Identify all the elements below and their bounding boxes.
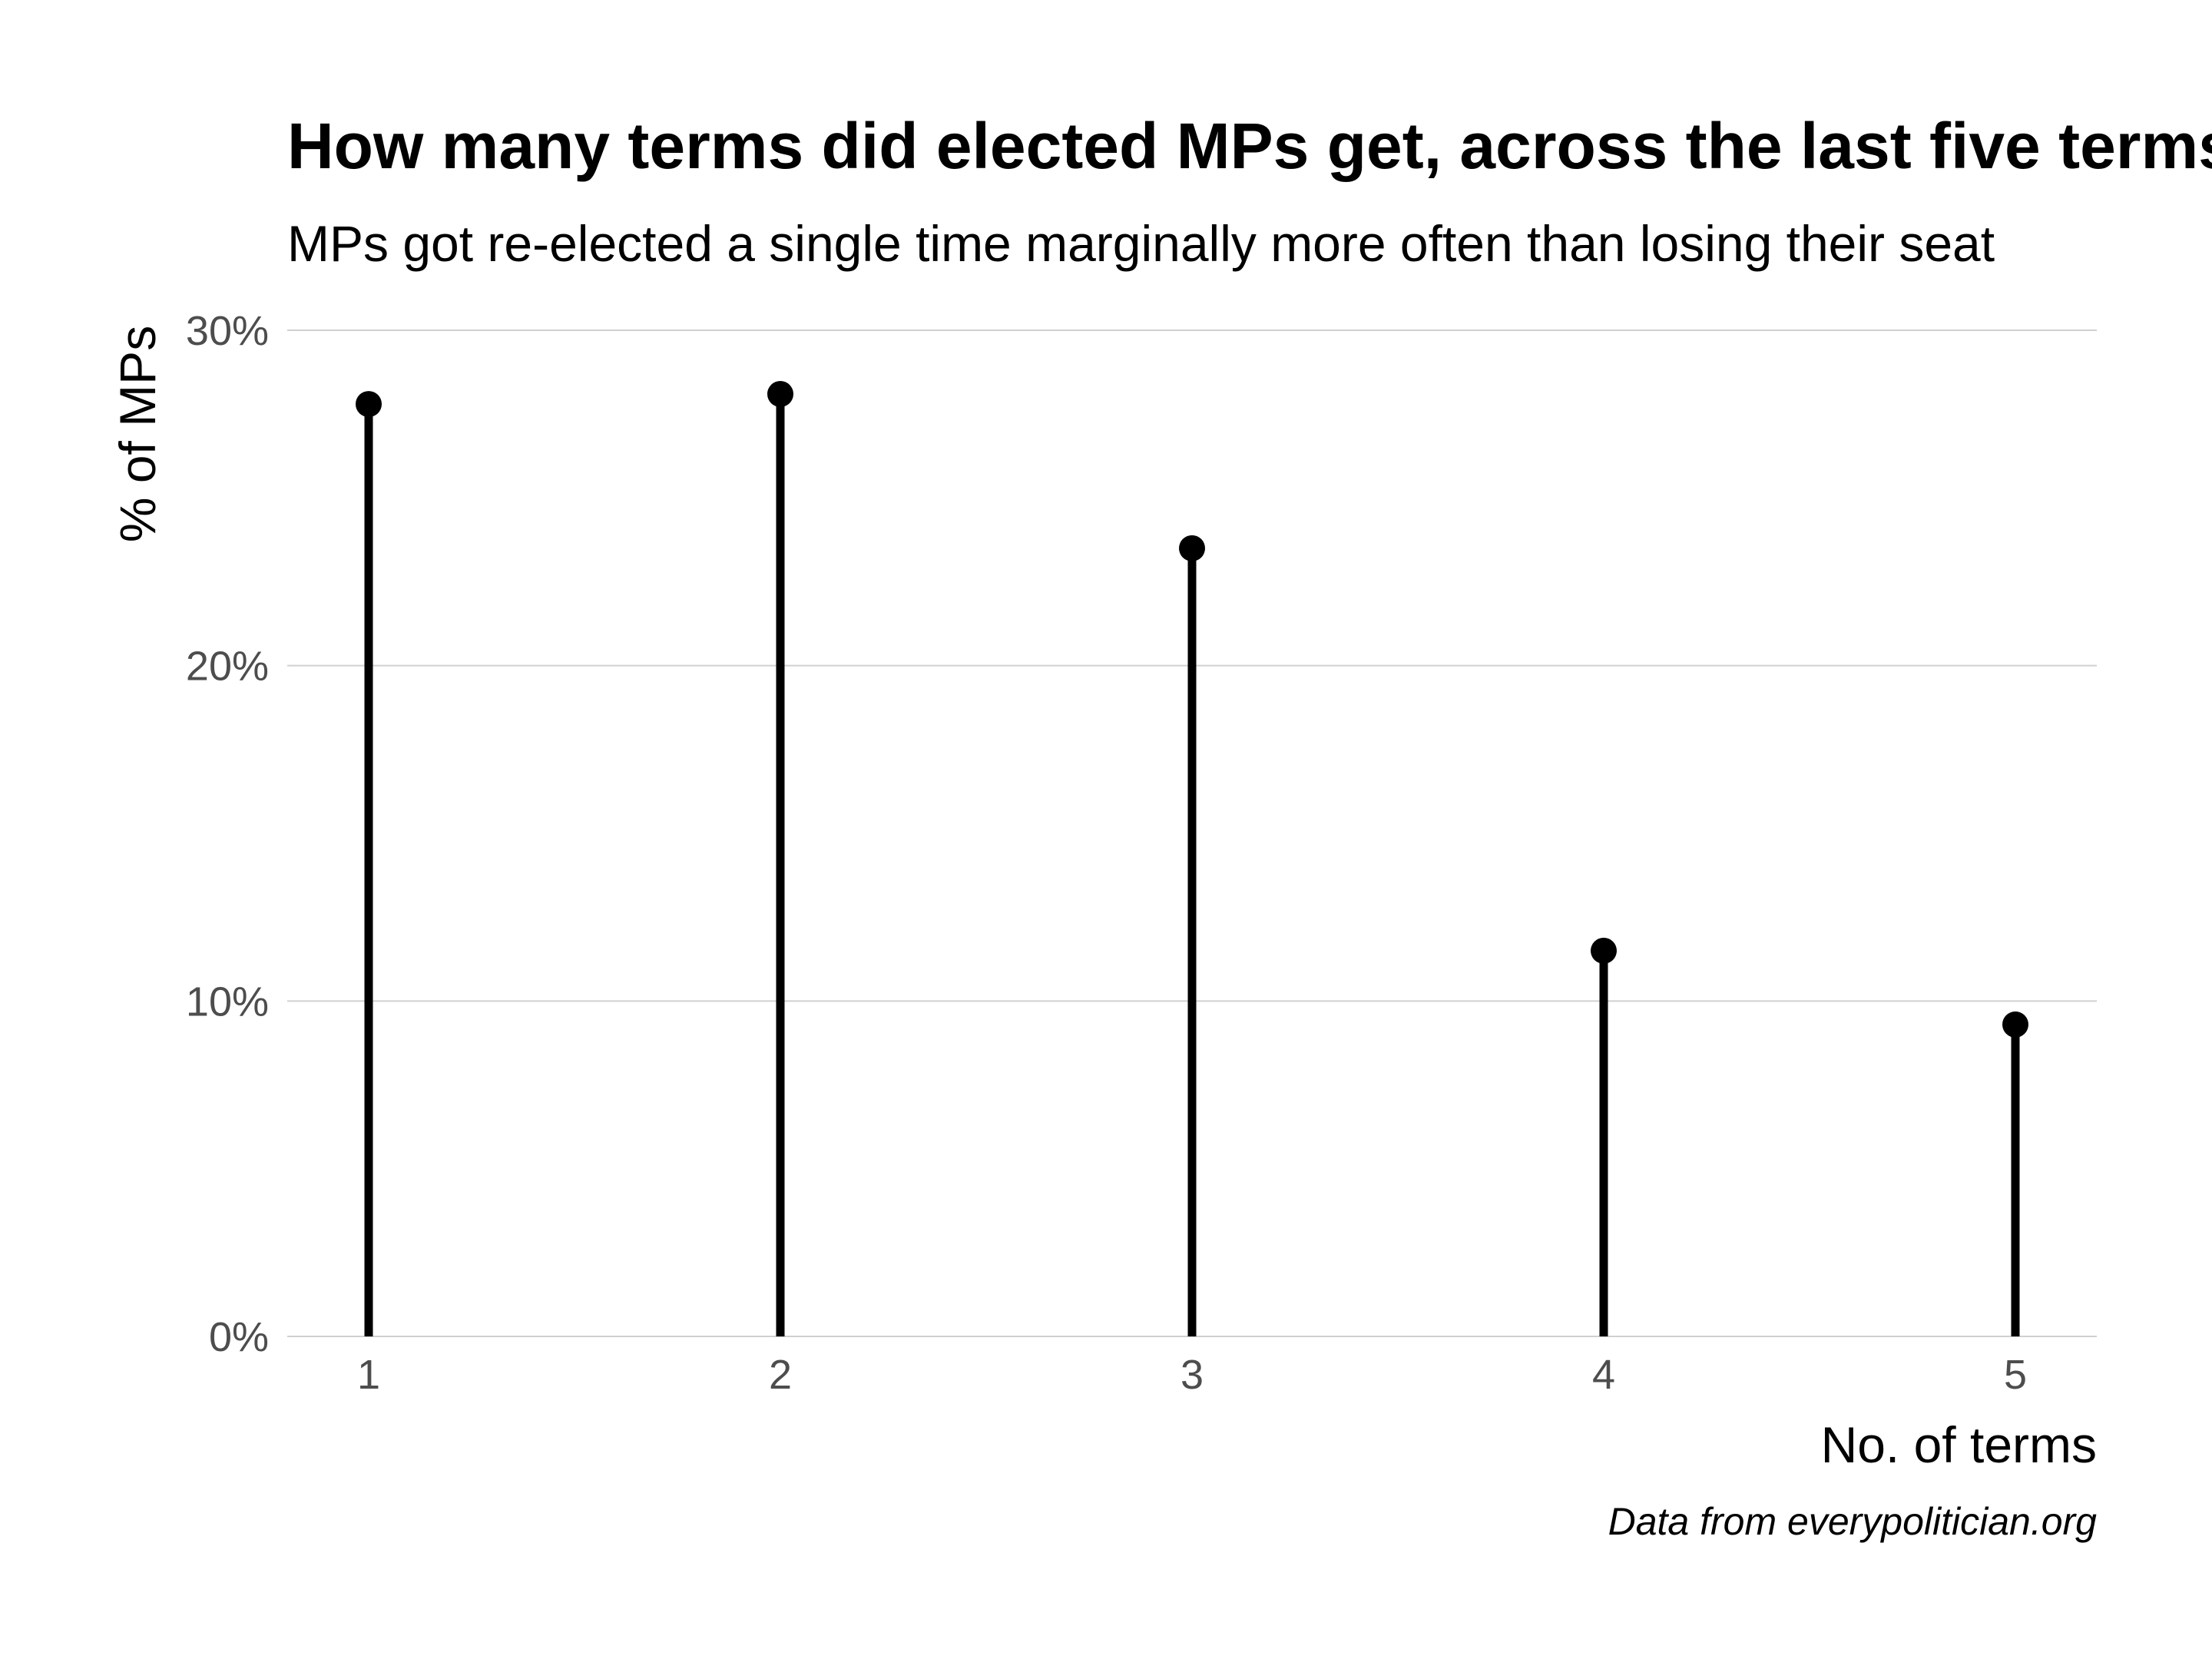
- y-tick-label: 0%: [209, 1314, 269, 1360]
- chart-subtitle: MPs got re-elected a single time margina…: [287, 215, 1995, 272]
- lollipop-point: [2002, 1011, 2028, 1038]
- y-axis-title: % of MPs: [109, 326, 166, 542]
- x-axis-title: No. of terms: [1821, 1416, 2097, 1473]
- y-tick-label: 10%: [186, 979, 269, 1025]
- x-tick-label: 3: [1181, 1352, 1204, 1398]
- y-tick-label: 30%: [186, 308, 269, 354]
- y-tick-label: 20%: [186, 644, 269, 690]
- x-tick-label: 5: [2004, 1352, 2027, 1398]
- x-tick-label: 1: [357, 1352, 380, 1398]
- lollipop-point: [1591, 937, 1617, 964]
- data-marks: [356, 380, 2028, 1336]
- lollipop-point: [767, 380, 793, 407]
- x-tick-label: 2: [769, 1352, 792, 1398]
- x-tick-label: 4: [1592, 1352, 1615, 1398]
- y-axis-ticks: 0% 10% 20% 30%: [186, 308, 269, 1360]
- lollipop-point: [356, 391, 382, 418]
- lollipop-point: [1179, 535, 1205, 561]
- x-axis-ticks: 1 2 3 4 5: [357, 1352, 2027, 1398]
- data-source-caption: Data from everypolitician.org: [1608, 1500, 2098, 1543]
- chart-title: How many terms did elected MPs get, acro…: [287, 110, 2212, 182]
